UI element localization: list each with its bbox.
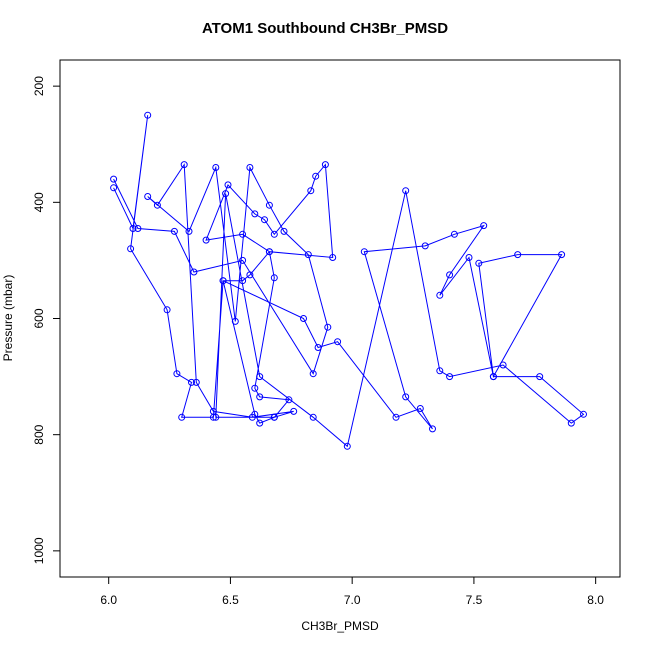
data-point — [246, 271, 254, 279]
data-point — [251, 210, 259, 218]
data-point — [265, 248, 273, 256]
data-point — [321, 161, 329, 169]
y-axis-label: Pressure (mbar) — [1, 275, 15, 362]
data-point — [153, 201, 161, 209]
data-point — [450, 230, 458, 238]
data-point — [239, 230, 247, 238]
data-point — [314, 344, 322, 351]
data-point — [180, 161, 188, 169]
data-point — [239, 256, 247, 264]
data-point — [239, 277, 247, 285]
data-point — [127, 245, 135, 253]
data-point — [256, 393, 264, 401]
data-point — [134, 225, 142, 232]
data-point — [144, 193, 152, 200]
x-tick-label: 6.5 — [222, 593, 239, 607]
data-point — [280, 227, 288, 235]
x-axis-label: CH3Br_PMSD — [301, 619, 379, 633]
data-point — [144, 111, 152, 119]
data-point — [307, 187, 315, 195]
y-axis: 200 400 600 800 1000 — [32, 76, 60, 564]
data-point — [324, 323, 332, 331]
data-point — [185, 227, 193, 235]
data-point — [251, 384, 259, 392]
data-point — [580, 410, 587, 418]
data-point — [190, 268, 198, 276]
data-point — [416, 405, 424, 412]
x-tick-label: 6.0 — [100, 593, 117, 607]
data-point — [256, 373, 264, 381]
data-point — [429, 425, 436, 433]
data-point — [567, 419, 575, 427]
data-point — [489, 373, 497, 381]
series-line — [113, 115, 585, 448]
data-point — [536, 373, 544, 381]
y-tick-label: 400 — [32, 192, 46, 212]
data-point — [110, 175, 118, 183]
y-tick-label: 600 — [32, 308, 46, 328]
data-point — [224, 181, 232, 189]
data-point — [392, 413, 400, 421]
data-point — [265, 201, 273, 209]
data-point — [163, 306, 171, 314]
data-point — [499, 361, 507, 369]
x-tick-label: 7.5 — [466, 593, 483, 607]
data-point — [309, 413, 317, 421]
x-tick-label: 7.0 — [344, 593, 361, 607]
data-point — [173, 370, 181, 378]
data-point — [209, 407, 217, 415]
data-point — [480, 222, 488, 230]
x-axis: 6.0 6.5 7.0 7.5 8.0 — [100, 577, 604, 607]
data-point — [231, 317, 239, 325]
data-point — [402, 187, 410, 195]
y-tick-label: 200 — [32, 76, 46, 96]
chart-title: ATOM1 Southbound CH3Br_PMSD — [201, 20, 449, 37]
data-point — [129, 225, 137, 232]
data-point — [256, 419, 264, 427]
data-point — [219, 277, 227, 285]
data-point — [246, 164, 254, 171]
data-point — [270, 413, 278, 421]
data-point — [436, 291, 444, 299]
data-point — [248, 413, 256, 421]
data-point — [514, 251, 522, 259]
data-point — [300, 315, 307, 322]
data-point — [202, 236, 210, 244]
y-tick-label: 800 — [32, 424, 46, 444]
data-point — [558, 251, 566, 259]
data-point — [446, 271, 454, 279]
data-point — [436, 367, 444, 375]
data-point — [188, 378, 195, 386]
plot-frame — [59, 59, 621, 578]
data-point — [312, 172, 320, 180]
data-point — [212, 413, 220, 421]
data-point — [334, 338, 342, 346]
data-point — [170, 227, 178, 235]
data-point — [290, 407, 298, 415]
data-point — [285, 396, 293, 404]
data-point — [261, 216, 268, 224]
series-group — [110, 111, 587, 450]
data-point — [270, 274, 278, 282]
data-point — [402, 393, 410, 401]
data-point — [343, 442, 351, 450]
data-point — [360, 248, 368, 256]
data-point — [304, 251, 312, 259]
data-point — [110, 184, 118, 192]
data-point — [178, 413, 186, 421]
data-point — [212, 164, 220, 171]
data-point — [222, 190, 230, 198]
data-point — [475, 259, 483, 267]
data-point — [465, 254, 473, 261]
y-tick-label: 1000 — [32, 537, 46, 564]
data-point — [309, 370, 317, 378]
data-point — [192, 378, 200, 386]
data-point — [421, 242, 429, 250]
data-point — [270, 230, 278, 238]
data-point — [329, 254, 337, 261]
data-point — [446, 373, 454, 381]
x-tick-label: 8.0 — [587, 593, 604, 607]
